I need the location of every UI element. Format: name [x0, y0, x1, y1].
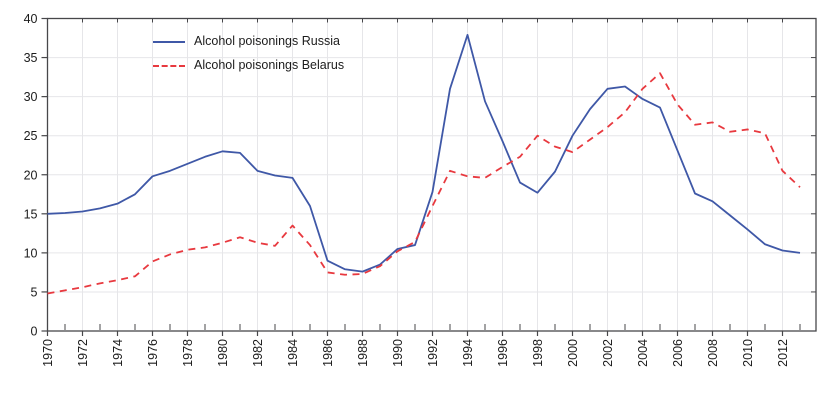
- svg-text:2000: 2000: [566, 339, 580, 367]
- svg-text:0: 0: [31, 325, 38, 339]
- legend-line-russia: [153, 40, 185, 43]
- svg-text:1996: 1996: [496, 339, 510, 367]
- svg-text:1986: 1986: [321, 339, 335, 367]
- svg-text:1988: 1988: [356, 339, 370, 367]
- svg-text:15: 15: [24, 207, 38, 221]
- svg-text:1992: 1992: [426, 339, 440, 367]
- svg-text:20: 20: [24, 168, 38, 182]
- svg-text:2012: 2012: [776, 339, 790, 367]
- svg-text:1972: 1972: [76, 339, 90, 367]
- svg-text:40: 40: [24, 12, 38, 26]
- legend-label-russia: Alcohol poisonings Russia: [194, 34, 340, 48]
- svg-text:1994: 1994: [461, 339, 475, 367]
- svg-text:1990: 1990: [391, 339, 405, 367]
- svg-text:1984: 1984: [286, 339, 300, 367]
- svg-text:25: 25: [24, 129, 38, 143]
- svg-text:2004: 2004: [636, 339, 650, 367]
- svg-text:2008: 2008: [706, 339, 720, 367]
- legend-line-belarus: [153, 64, 185, 67]
- legend-label-belarus: Alcohol poisonings Belarus: [194, 58, 345, 72]
- legend-item-russia: Alcohol poisonings Russia: [153, 33, 344, 50]
- svg-text:1980: 1980: [216, 339, 230, 367]
- svg-text:5: 5: [31, 285, 38, 299]
- svg-text:2006: 2006: [671, 339, 685, 367]
- svg-text:1998: 1998: [531, 339, 545, 367]
- svg-text:1970: 1970: [41, 339, 55, 367]
- svg-text:30: 30: [24, 90, 38, 104]
- svg-text:35: 35: [24, 51, 38, 65]
- svg-text:1976: 1976: [146, 339, 160, 367]
- svg-text:1982: 1982: [251, 339, 265, 367]
- svg-text:1974: 1974: [111, 339, 125, 367]
- svg-text:10: 10: [24, 246, 38, 260]
- legend-item-belarus: Alcohol poisonings Belarus: [153, 57, 344, 74]
- legend: Alcohol poisonings Russia Alcohol poison…: [153, 33, 344, 74]
- svg-text:2002: 2002: [601, 339, 615, 367]
- svg-text:1978: 1978: [181, 339, 195, 367]
- svg-text:2010: 2010: [741, 339, 755, 367]
